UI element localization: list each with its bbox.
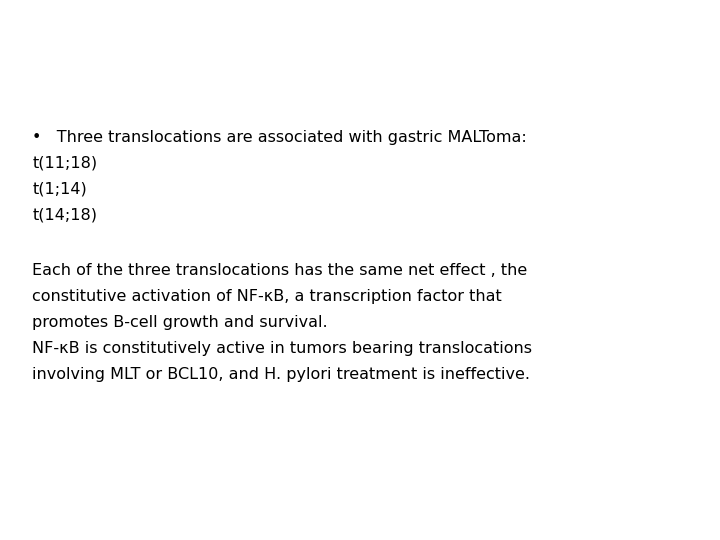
Text: Each of the three translocations has the same net effect , the: Each of the three translocations has the…	[32, 263, 528, 278]
Text: constitutive activation of NF-κB, a transcription factor that: constitutive activation of NF-κB, a tran…	[32, 289, 502, 304]
Text: NF-κB is constitutively active in tumors bearing translocations: NF-κB is constitutively active in tumors…	[32, 341, 532, 356]
Text: involving MLT or BCL10, and H. pylori treatment is ineffective.: involving MLT or BCL10, and H. pylori tr…	[32, 367, 531, 382]
Text: t(11;18): t(11;18)	[32, 156, 97, 171]
Text: t(14;18): t(14;18)	[32, 207, 97, 222]
Text: •   Three translocations are associated with gastric MALToma:: • Three translocations are associated wi…	[32, 130, 527, 145]
Text: t(1;14): t(1;14)	[32, 181, 87, 197]
Text: promotes B-cell growth and survival.: promotes B-cell growth and survival.	[32, 315, 328, 330]
